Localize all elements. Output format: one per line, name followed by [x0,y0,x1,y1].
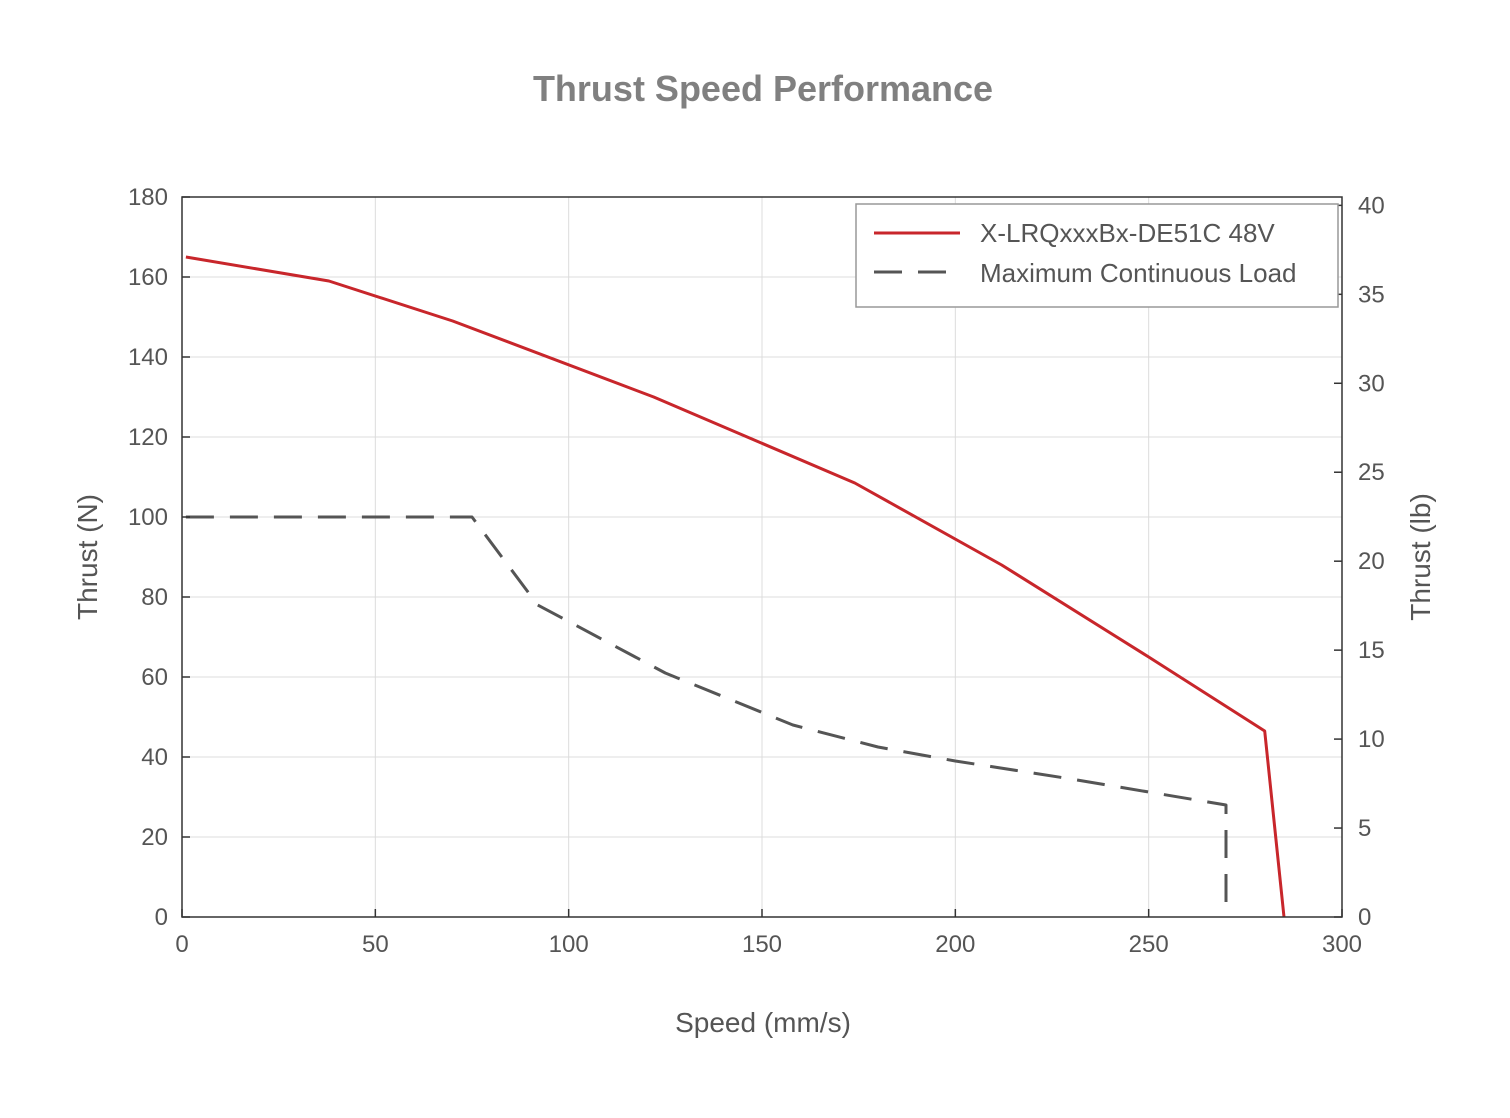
legend-label-primary: X-LRQxxxBx-DE51C 48V [980,218,1275,248]
y-axis-label: Thrust (N) [72,494,103,620]
y-tick-label: 80 [141,584,168,611]
y2-axis-label: Thrust (lb) [1405,493,1436,621]
y2-tick-label: 0 [1358,904,1371,931]
x-tick-label: 100 [549,931,589,958]
x-axis-label: Speed (mm/s) [675,1007,851,1038]
y2-tick-label: 15 [1358,637,1385,664]
chart-title: Thrust Speed Performance [533,68,993,109]
axis-ticks: 0 50 100 150 200 250 3000204060801001201401601… [128,184,1385,958]
legend-label-max-continuous: Maximum Continuous Load [980,258,1297,288]
x-tick-label: 250 [1129,931,1169,958]
x-tick-label: 200 [935,931,975,958]
y2-tick-label: 30 [1358,370,1385,397]
y2-tick-label: 5 [1358,815,1371,842]
series-line-max-continuous [185,515,1228,917]
y-tick-label: 40 [141,744,168,771]
legend-box [855,203,1339,308]
y2-tick-label: 40 [1358,192,1385,219]
x-tick-label: 50 [362,931,389,958]
y2-tick-label: 25 [1358,459,1385,486]
y2-tick-label: 20 [1358,548,1385,575]
x-tick-label: 0 [175,931,188,958]
y-tick-label: 180 [128,184,168,211]
y-tick-label: 20 [141,824,168,851]
y-tick-label: 0 [155,904,168,931]
y2-tick-label: 10 [1358,726,1385,753]
y-tick-label: 100 [128,504,168,531]
x-tick-label: 150 [742,931,782,958]
series-line-primary [185,255,1286,918]
x-tick-label: 300 [1322,931,1362,958]
series-lines [185,255,1286,918]
y-tick-label: 120 [128,424,168,451]
y-tick-label: 140 [128,344,168,371]
y2-tick-label: 35 [1358,281,1385,308]
y-tick-label: 60 [141,664,168,691]
legend: X-LRQxxxBx-DE51C 48V Maximum Continuous … [855,203,1339,308]
y-tick-label: 160 [128,264,168,291]
